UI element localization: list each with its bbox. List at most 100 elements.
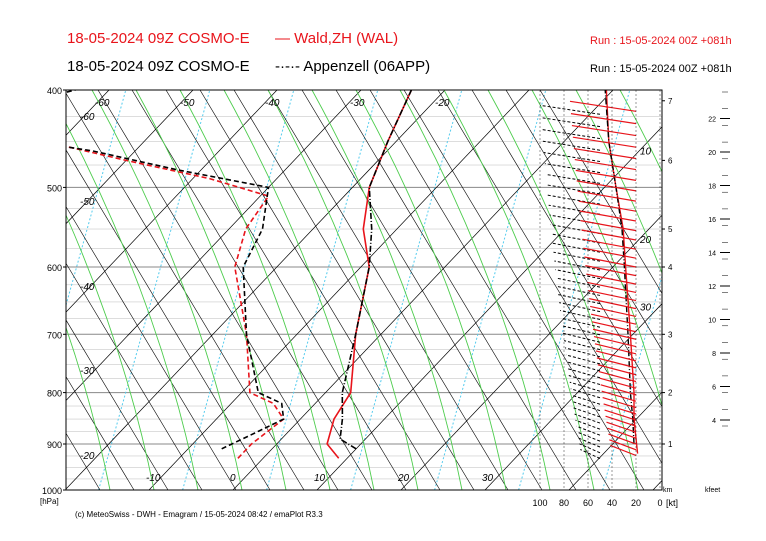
wind-barb-black <box>570 388 601 399</box>
pressure-tick-label: 900 <box>47 440 62 450</box>
wind-barb-red <box>603 403 637 415</box>
dry-adiabat-line <box>301 90 543 490</box>
isotherm-label-left: -20 <box>80 451 95 462</box>
wind-barb-black <box>539 104 601 115</box>
pressure-tick-label: 500 <box>47 183 62 193</box>
wind-barb-red <box>602 397 637 409</box>
kfeet-tick-label: 10 <box>708 318 716 325</box>
moist-adiabat-line <box>66 214 155 490</box>
isotherm-line <box>568 391 662 490</box>
dry-adiabat-line <box>66 92 305 490</box>
wind-barb-black <box>567 368 601 379</box>
isotherm-label-bottom: -10 <box>146 473 161 484</box>
isotherm-line <box>66 90 278 313</box>
wind-barb-black <box>552 242 601 253</box>
isotherm-label-top: -30 <box>350 98 365 109</box>
moist-adiabat-line <box>311 90 463 490</box>
isotherm-line <box>0 90 25 490</box>
profile-temperature-2 <box>339 90 413 450</box>
km-tick-label: 4 <box>668 263 673 272</box>
wind-barb-red <box>581 229 637 241</box>
isotherm-label-top: -20 <box>435 98 450 109</box>
legend-appenzell: -·-·- Appenzell (06APP) <box>275 58 430 75</box>
wind-barb-black <box>558 294 601 305</box>
wind-barb-black <box>562 332 601 343</box>
isotherm-label-top: -50 <box>180 98 195 109</box>
kfeet-tick-label: 16 <box>708 217 716 224</box>
dry-adiabat-line <box>66 206 237 490</box>
wind-barb-black <box>577 431 601 442</box>
dry-adiabat-line <box>437 90 662 464</box>
wind-barb-red <box>577 190 637 202</box>
wind-speed-tick-label: 80 <box>559 498 569 508</box>
profile-dewpoint-1 <box>66 145 285 459</box>
dry-adiabat-line <box>335 90 577 490</box>
wind-barb-red <box>586 273 637 285</box>
dry-adiabat-line <box>66 489 67 490</box>
wind-barb-red <box>598 370 637 383</box>
wind-barb-black <box>557 285 601 296</box>
dry-adiabat-line <box>0 90 32 490</box>
wind-profile-label: 10 <box>640 147 652 158</box>
moist-adiabat-line <box>575 90 662 275</box>
wind-barb-black <box>580 449 601 459</box>
isotherm-label-bottom: 0 <box>230 473 236 484</box>
wind-barb-black <box>574 413 601 424</box>
dry-adiabat-line <box>131 90 373 490</box>
dry-adiabat-line <box>66 319 169 490</box>
isotherm-line <box>148 90 530 490</box>
wind-barb-black <box>578 437 601 448</box>
dry-adiabat-line <box>66 149 271 490</box>
km-tick-label: 2 <box>668 389 673 398</box>
wind-barb-red <box>595 350 637 362</box>
wind-barb-black <box>545 173 601 184</box>
isotherm-label-left: -60 <box>80 112 95 123</box>
isotherm-label-left: -50 <box>80 197 95 208</box>
y-axis-label: [hPa] <box>40 497 59 506</box>
kfeet-tick-label: 4 <box>712 418 716 425</box>
dry-adiabat-line <box>199 90 441 490</box>
wind-barb-red <box>574 158 637 171</box>
isotherm-label-bottom: 30 <box>482 473 494 484</box>
mixing-ratio-line <box>98 90 211 490</box>
wind-barb-black <box>564 347 601 358</box>
wind-barb-black <box>569 381 601 392</box>
wind-barb-red <box>596 357 637 369</box>
pressure-tick-label: 400 <box>47 86 62 96</box>
wind-barb-black <box>576 425 601 436</box>
wind-barb-red <box>608 433 637 445</box>
wind-barb-black <box>544 163 601 174</box>
isotherm-line <box>232 90 614 490</box>
footer-credit: (c) MeteoSwiss - DWH - Emagram / 15-05-2… <box>75 510 323 519</box>
km-tick-label: 3 <box>668 330 673 339</box>
moist-adiabat-line <box>0 90 22 490</box>
wind-barb-red <box>580 220 637 232</box>
wind-barb-black <box>579 443 601 454</box>
km-tick-label: 5 <box>668 225 673 234</box>
isotherm-label-top: -60 <box>95 98 110 109</box>
kfeet-axis-label: kfeet <box>705 487 720 494</box>
wind-barb-black <box>543 152 601 163</box>
wind-barb-black <box>548 204 601 215</box>
wind-barb-red <box>584 256 637 268</box>
wind-barb-red <box>587 281 637 294</box>
isotherm-label-bottom: 20 <box>397 473 410 484</box>
dry-adiabat-line <box>471 90 662 408</box>
isotherm-line <box>484 303 662 490</box>
moist-adiabat-line <box>443 90 595 490</box>
km-tick-label: 6 <box>668 156 673 165</box>
wind-barb-red <box>609 439 637 451</box>
wind-barb-black <box>551 233 601 244</box>
kfeet-tick-label: 12 <box>708 284 716 291</box>
run-wald: Run : 15-05-2024 00Z +081h <box>590 35 732 47</box>
wind-barb-black <box>556 277 601 288</box>
wind-barb-black <box>563 340 601 351</box>
wind-barb-red <box>569 100 637 112</box>
moist-adiabat-line <box>487 90 639 490</box>
wind-barb-red <box>590 313 637 325</box>
dry-adiabat-line <box>66 376 135 490</box>
wind-barb-black <box>566 361 601 372</box>
wind-barb-red <box>610 444 637 457</box>
wind-barb-black <box>553 251 601 262</box>
wind-barb-red <box>604 409 637 421</box>
